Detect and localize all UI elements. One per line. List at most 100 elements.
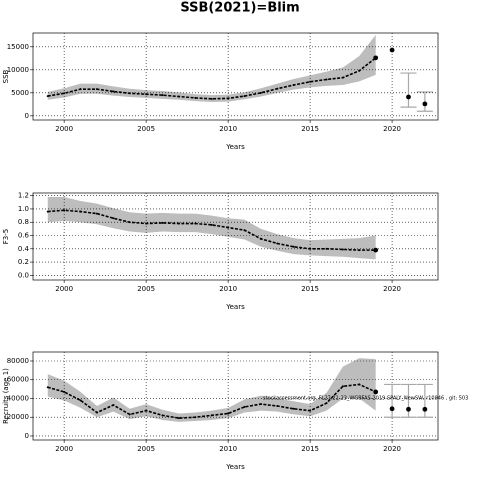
estimate-point	[227, 226, 230, 229]
estimate-point	[79, 210, 82, 213]
y-tick-label: 0.2	[18, 258, 29, 266]
estimate-point	[112, 217, 115, 220]
estimate-point	[227, 97, 230, 100]
estimate-point	[161, 414, 164, 417]
estimate-point	[194, 416, 197, 419]
y-tick-label: 40000	[7, 394, 29, 402]
estimate-point	[177, 95, 180, 98]
estimate-point	[63, 390, 66, 393]
estimate-point	[243, 229, 246, 232]
y-tick-label: 0.0	[18, 271, 29, 279]
x-tick-label: 2015	[301, 285, 319, 293]
estimate-point	[243, 405, 246, 408]
y-axis-label: Recruits (age 1)	[2, 368, 10, 424]
plot-frame	[32, 192, 439, 281]
forecast-point	[389, 406, 395, 412]
x-tick-label: 2020	[383, 445, 401, 453]
y-tick-label: 1.0	[18, 205, 29, 213]
forecast-point	[422, 101, 428, 107]
estimate-point	[145, 93, 148, 96]
estimate-point	[358, 69, 361, 72]
estimate-point	[145, 222, 148, 225]
forecast-point	[406, 94, 411, 100]
estimate-point	[243, 95, 246, 98]
y-tick-label: 0.6	[18, 232, 30, 240]
x-tick-label: 2005	[137, 445, 155, 453]
forecast-point	[406, 406, 411, 412]
estimate-point	[292, 407, 295, 410]
estimate-point	[341, 248, 344, 251]
estimate-point	[309, 247, 312, 250]
x-tick-label: 2015	[301, 125, 319, 133]
estimate-point	[112, 90, 115, 93]
estimate-point	[210, 223, 213, 226]
estimate-point	[259, 237, 262, 240]
estimate-line	[47, 57, 377, 100]
forecast-point	[389, 47, 395, 53]
estimate-point	[46, 95, 49, 98]
estimate-point	[194, 222, 197, 225]
estimate-point	[341, 76, 344, 79]
estimate-point	[227, 412, 230, 415]
estimate-point	[63, 92, 66, 95]
estimate-point	[276, 404, 279, 407]
x-tick-label: 2005	[137, 285, 155, 293]
annotation: stockassessment.org, FL27.21-23_WGBFAS-2…	[263, 396, 468, 402]
forecast-point	[422, 406, 428, 412]
estimate-point	[276, 87, 279, 90]
y-tick-label: 80000	[7, 357, 29, 365]
estimate-point	[325, 78, 328, 81]
x-tick-label: 2000	[55, 125, 73, 133]
estimate-point	[95, 411, 98, 414]
estimate-point	[373, 247, 379, 253]
plot-frame	[32, 32, 439, 121]
y-tick-label: 0	[25, 432, 29, 440]
x-axis-label: Years	[225, 143, 245, 151]
estimate-point	[292, 84, 295, 87]
estimate-point	[79, 88, 82, 91]
estimate-point	[210, 97, 213, 100]
estimate-point	[373, 389, 379, 395]
estimate-point	[276, 242, 279, 245]
y-axis-label: F3-5	[2, 229, 10, 244]
estimate-point	[325, 247, 328, 250]
estimate-point	[145, 409, 148, 412]
estimate-point	[194, 96, 197, 99]
x-tick-label: 2020	[383, 125, 401, 133]
x-tick-label: 2000	[55, 285, 73, 293]
estimate-point	[128, 413, 131, 416]
estimate-point	[210, 414, 213, 417]
plot-frame	[32, 351, 439, 441]
estimate-point	[46, 386, 49, 389]
estimate-point	[292, 245, 295, 248]
x-tick-label: 2000	[55, 445, 73, 453]
y-tick-label: 1.2	[18, 192, 29, 200]
y-tick-label: 10000	[7, 66, 29, 74]
x-tick-label: 2010	[219, 125, 237, 133]
x-tick-label: 2020	[383, 285, 401, 293]
confidence-band	[47, 196, 376, 260]
estimate-point	[79, 399, 82, 402]
estimate-point	[341, 385, 344, 388]
y-tick-label: 0	[25, 112, 29, 120]
chart-title: SSB(2021)=Blim	[180, 1, 299, 16]
confidence-band	[47, 358, 376, 422]
y-tick-label: 0.4	[18, 245, 30, 253]
estimate-point	[373, 55, 379, 61]
estimate-point	[177, 222, 180, 225]
estimate-point	[63, 209, 66, 212]
x-tick-label: 2015	[301, 445, 319, 453]
estimate-point	[177, 417, 180, 420]
y-tick-label: 60000	[7, 376, 29, 384]
estimate-point	[161, 221, 164, 224]
y-tick-label: 0.8	[18, 218, 29, 226]
y-axis-label: SSB	[2, 69, 10, 83]
estimate-line	[47, 209, 376, 251]
estimate-point	[358, 383, 361, 386]
confidence-band	[47, 34, 376, 103]
x-tick-label: 2005	[137, 125, 155, 133]
estimate-point	[46, 210, 49, 213]
y-tick-label: 15000	[7, 43, 29, 51]
x-tick-label: 2010	[219, 285, 237, 293]
